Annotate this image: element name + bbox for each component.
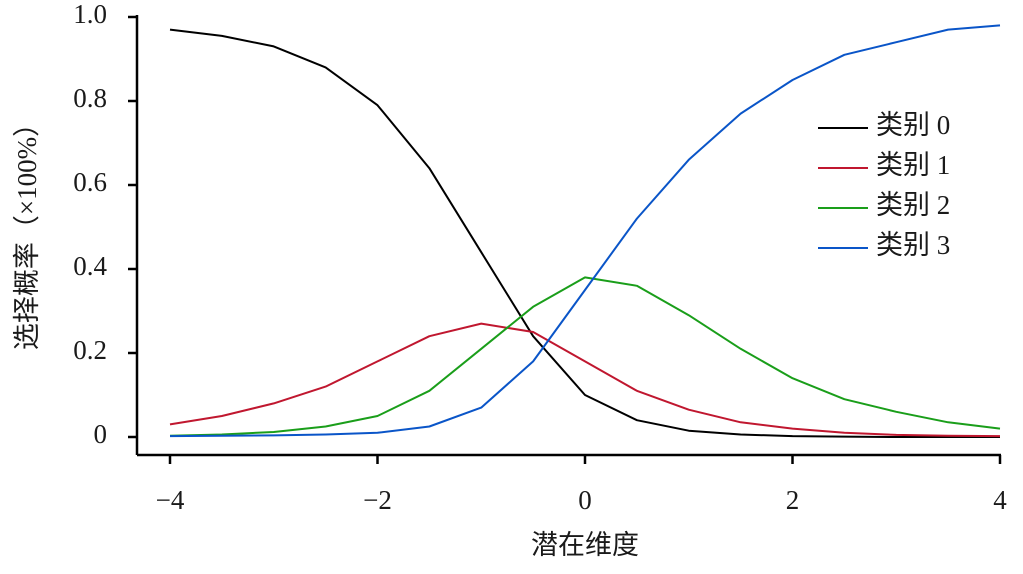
x-tick-label: −2 [363, 485, 392, 515]
y-tick-label: 0 [94, 419, 108, 449]
x-tick-label: 2 [786, 485, 800, 515]
legend-label: 类别 2 [876, 190, 950, 220]
legend-label: 类别 0 [876, 110, 950, 140]
x-tick-label: 4 [993, 485, 1007, 515]
x-tick-label: 0 [578, 485, 592, 515]
x-axis-label: 潜在维度 [531, 530, 639, 560]
legend-label: 类别 3 [876, 230, 950, 260]
series-line [169, 322, 1001, 438]
y-axis-label: 选择概率（×100%） [12, 110, 42, 350]
y-tick-label: 0.2 [73, 335, 107, 365]
legend-label: 类别 1 [876, 150, 950, 180]
y-tick-label: 0.6 [73, 167, 107, 197]
x-tick-label: −4 [156, 485, 185, 515]
y-tick-label: 1.0 [73, 0, 107, 29]
series-line [169, 276, 1001, 437]
series-line [169, 24, 1001, 438]
y-tick-label: 0.8 [73, 83, 107, 113]
y-tick-label: 0.4 [73, 251, 107, 281]
series-line [169, 28, 1000, 438]
